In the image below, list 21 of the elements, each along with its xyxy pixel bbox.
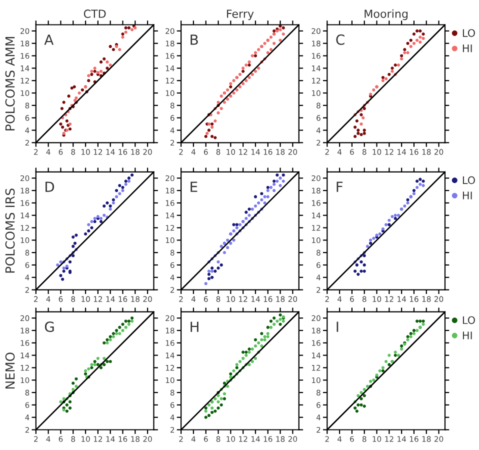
annotation: C [336,34,344,45]
y-axis-title: NEMO [5,352,15,389]
annotation: H [190,322,198,332]
annotation: G [44,322,54,332]
y-axis-title: POLCOMS AMM [5,37,15,130]
annotation: E [190,182,198,192]
legend-label: LO [462,176,475,184]
annotation: A [44,34,54,45]
legend-label: HI [462,192,472,200]
chart-title: Ferry [227,10,254,20]
legend-label: HI [462,44,472,52]
chart-title: CTD [84,10,106,18]
annotation: F [336,182,343,192]
legend-label: LO [462,316,475,324]
annotation: D [46,182,54,192]
annotation: B [190,34,198,45]
legend-label: LO [462,29,475,37]
annotation: I [336,322,338,332]
y-axis-title: POLCOMS IRS [5,188,15,273]
legend-label: HI [462,332,472,340]
chart-title: Mooring [364,9,408,20]
